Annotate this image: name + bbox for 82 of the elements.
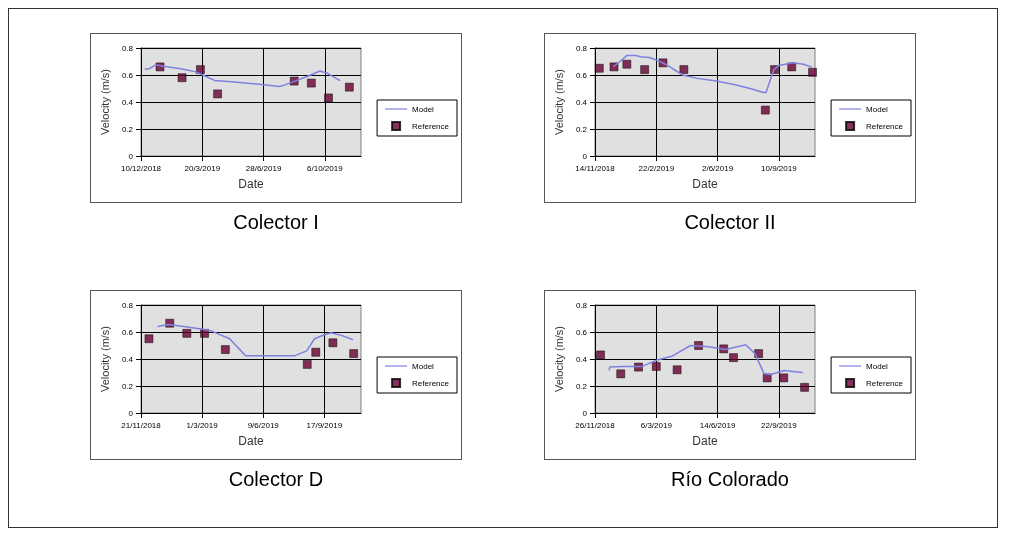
y-tick-label: 0.4 [575, 354, 588, 364]
legend-label: Model [412, 361, 435, 371]
point [302, 360, 312, 369]
legend-label: Reference [412, 121, 450, 131]
x-tick-label: 1/3/2019 [186, 420, 219, 430]
y-tick-label: 0 [128, 151, 134, 161]
point [779, 373, 789, 383]
text: Colector I [233, 211, 319, 234]
x-tick-label: 6/10/2019 [307, 163, 344, 173]
y-tick-label: 0.4 [121, 354, 134, 364]
y-tick-label: 0.8 [121, 300, 134, 310]
x-tick-label: 17/9/2019 [306, 420, 343, 430]
x-tick-label: 22/2/2019 [638, 163, 675, 173]
point [307, 78, 316, 88]
text: Colector II [684, 211, 776, 234]
point [594, 63, 604, 73]
point [761, 105, 770, 115]
y-tick-label: 0 [582, 408, 588, 418]
point [311, 347, 321, 357]
y-tick-label: 0 [128, 408, 134, 418]
line-series [144, 64, 341, 88]
x-tick-label: 6/3/2019 [640, 420, 673, 430]
y-axis-title: Velocity (m/s) [553, 68, 566, 136]
y-axis-title: Velocity (m/s) [553, 325, 566, 393]
y-tick-label: 0.2 [121, 124, 134, 134]
point [800, 383, 809, 392]
y-tick-label: 0.8 [575, 43, 588, 53]
text: Río Colorado [671, 468, 789, 491]
point [679, 65, 689, 74]
x-axis-title: Date [692, 177, 718, 191]
x-axis-title: Date [238, 434, 264, 448]
y-axis-title: Velocity (m/s) [99, 68, 112, 136]
y-tick-label: 0 [582, 151, 588, 161]
point [328, 338, 338, 348]
x-tick-label: 21/11/2018 [121, 420, 162, 430]
x-tick-label: 14/6/2019 [699, 420, 736, 430]
legend-label: Model [412, 104, 435, 114]
point [596, 350, 605, 360]
y-tick-label: 0.2 [575, 124, 588, 134]
legend-label: Model [866, 361, 889, 371]
point [213, 89, 222, 99]
point [640, 65, 649, 74]
legend-label: Reference [866, 121, 904, 131]
point [729, 353, 738, 362]
point [221, 345, 230, 354]
legend-label: Reference [412, 378, 450, 388]
y-tick-label: 0.4 [575, 97, 588, 107]
point [616, 369, 626, 379]
y-axis-title: Velocity (m/s) [99, 325, 112, 393]
y-tick-label: 0.6 [575, 327, 588, 337]
x-tick-label: 10/9/2019 [761, 163, 798, 173]
legend-label: Model [866, 104, 889, 114]
x-tick-label: 22/9/2019 [761, 420, 798, 430]
point [349, 349, 358, 358]
y-tick-label: 0.6 [121, 70, 134, 80]
point [672, 365, 682, 375]
x-tick-label: 28/6/2019 [245, 163, 282, 173]
y-tick-label: 0.8 [575, 300, 588, 310]
x-tick-label: 10/12/2018 [120, 163, 162, 173]
x-axis-title: Date [692, 434, 718, 448]
point [182, 329, 192, 338]
y-tick-label: 0.2 [575, 381, 588, 391]
point [177, 73, 187, 82]
y-tick-label: 0.2 [121, 381, 134, 391]
x-tick-label: 9/6/2019 [247, 420, 280, 430]
point [622, 59, 632, 69]
y-tick-label: 0.4 [121, 97, 134, 107]
point [345, 82, 354, 92]
x-tick-label: 14/11/2018 [575, 163, 616, 173]
point [324, 93, 333, 103]
x-tick-label: 20/3/2019 [184, 163, 221, 173]
x-axis-title: Date [238, 177, 264, 191]
x-tick-label: 2/6/2019 [701, 163, 734, 173]
y-tick-label: 0.6 [121, 327, 134, 337]
point [651, 362, 661, 371]
point [808, 68, 817, 77]
point [144, 334, 154, 344]
x-tick-label: 26/11/2018 [575, 420, 616, 430]
text: Colector D [228, 468, 324, 491]
y-tick-label: 0.8 [121, 43, 134, 53]
legend-label: Reference [866, 378, 904, 388]
y-tick-label: 0.6 [575, 70, 588, 80]
